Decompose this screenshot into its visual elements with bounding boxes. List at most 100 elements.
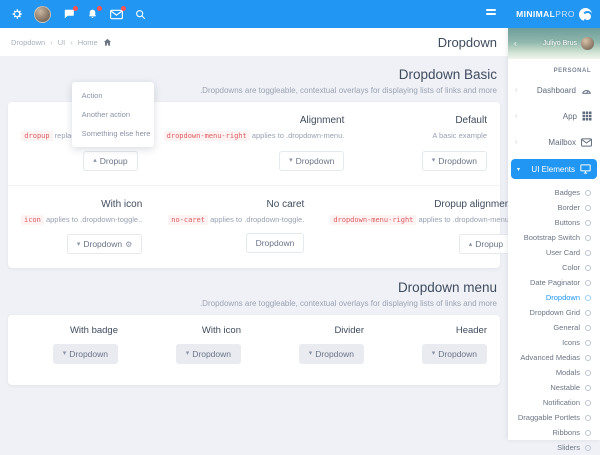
submenu-item-color[interactable]: Color: [508, 260, 600, 275]
dropdown-button[interactable]: ▾ Dropdown: [298, 343, 364, 364]
user-avatar[interactable]: [34, 5, 51, 23]
dropdown-menu-item-another-action[interactable]: Another action: [81, 110, 131, 119]
section-dropdown-menu-header: Dropdown menu .Dropdowns are toggleable,…: [8, 274, 500, 308]
dropdown-button[interactable]: ▾ Dropdown: [175, 343, 241, 364]
caret-up-icon: ▴: [468, 240, 473, 248]
sidebar-user-avatar[interactable]: [581, 37, 594, 50]
caret-down-icon: ▾: [431, 157, 436, 164]
submenu-item-bootstrap-switch[interactable]: Bootstrap Switch: [508, 230, 600, 245]
submenu-item-user-card[interactable]: User Card: [508, 245, 600, 260]
code-chip: dropdown-menu-right: [163, 131, 250, 141]
card-title: With icon: [101, 198, 143, 210]
card-title: Dropup alignment: [434, 198, 514, 210]
basic-card-row-2: With icon icon applies to .dropdown-togg…: [8, 186, 514, 269]
code-chip: dropup: [21, 131, 53, 141]
card-alignment: Alignment dropdown-menu-right applies to…: [151, 102, 358, 185]
caret-down-icon: ▾: [62, 350, 67, 357]
circle-icon: [585, 249, 591, 256]
dropdown-menu-item-action[interactable]: Action: [81, 91, 103, 100]
collapse-chevron-left-icon[interactable]: ‹: [514, 39, 517, 48]
sidebar-item-app[interactable]: ‹ App: [508, 103, 600, 129]
search-icon[interactable]: [134, 8, 147, 21]
circle-icon: [585, 294, 591, 301]
dropup-button[interactable]: ▴ Dropup: [83, 150, 138, 171]
card-divider-example: Divider ▾ Dropdown: [254, 315, 377, 376]
submenu-item-icons[interactable]: Icons: [508, 335, 600, 350]
dashboard-icon: [581, 85, 592, 95]
breadcrumb-separator: ‹: [50, 37, 53, 47]
circle-icon: [585, 264, 591, 271]
caret-down-icon: ▾: [308, 350, 313, 357]
dropdown-with-gear-button[interactable]: ▾ Dropdown ⚙: [66, 234, 143, 254]
chat-icon[interactable]: [62, 5, 78, 21]
dropdown-button[interactable]: ▾ Dropdown: [421, 343, 487, 364]
dropdown-no-caret-button[interactable]: Dropdown: [245, 232, 305, 253]
submenu-item-nestable[interactable]: Nestable: [508, 380, 600, 395]
card-title: Header: [455, 325, 487, 336]
mail-icon[interactable]: [110, 5, 126, 21]
card-default: Default A basic example ▾ Dropdown: [357, 102, 500, 185]
ui-elements-submenu: Badges Border Buttons Bootstrap Switch U…: [508, 182, 600, 455]
submenu-item-draggable-portlets[interactable]: Draggable Portlets: [508, 410, 600, 425]
submenu-item-ribbons[interactable]: Ribbons: [508, 425, 600, 440]
circle-icon: [585, 414, 591, 421]
brand-logo-icon: [578, 7, 593, 22]
dropup-button[interactable]: ▴ Dropup: [458, 234, 514, 254]
submenu-item-dropdown-grid[interactable]: Dropdown Grid: [508, 305, 600, 320]
card-menu-with-icon: With icon ▾ Dropdown: [131, 315, 254, 376]
sidebar-user-name: Juliyo Brus: [542, 40, 577, 47]
card-title: With icon: [201, 325, 241, 336]
sidebar-section-label: PERSONAL: [553, 68, 591, 74]
code-chip: no-caret: [168, 214, 208, 225]
home-icon[interactable]: [103, 38, 112, 47]
open-dropdown-menu: Action Another action Something else her…: [71, 82, 154, 147]
bell-icon[interactable]: [86, 5, 102, 21]
card-description: dropdown-menu-right applies to .dropdown…: [163, 131, 344, 141]
submenu-item-sliders[interactable]: Sliders: [508, 440, 600, 455]
settings-gear-icon[interactable]: [10, 8, 23, 21]
brand-logo[interactable]: MINIMALPRO: [508, 0, 600, 28]
dropdown-menu-item-something-else[interactable]: Something else here: [81, 129, 151, 138]
caret-down-icon: ▾: [76, 240, 81, 248]
card-title: With badge: [69, 325, 118, 336]
card-with-badge: With badge ▾ Dropdown: [8, 315, 131, 376]
circle-icon: [585, 219, 591, 226]
breadcrumb-link-ui[interactable]: UI: [57, 37, 66, 47]
code-chip: icon: [21, 214, 44, 225]
dropdown-button[interactable]: ▾ Dropdown: [52, 343, 118, 364]
sidebar-item-ui-elements[interactable]: ▾ UI Elements: [511, 159, 597, 179]
circle-icon: [585, 444, 591, 451]
circle-icon: [585, 369, 591, 376]
submenu-item-modals[interactable]: Modals: [508, 365, 600, 380]
submenu-item-buttons[interactable]: Buttons: [508, 215, 600, 230]
circle-icon: [585, 339, 591, 346]
sidebar-toggle-hamburger-icon[interactable]: [486, 9, 496, 17]
submenu-item-border[interactable]: Border: [508, 200, 600, 215]
card-divider: [8, 184, 500, 186]
circle-icon: [585, 234, 591, 241]
breadcrumb-separator: ‹: [70, 37, 73, 47]
submenu-item-notification[interactable]: Notification: [508, 395, 600, 410]
section-title: Dropdown Basic: [398, 67, 497, 82]
submenu-item-advanced-medias[interactable]: Advanced Medias: [508, 350, 600, 365]
sidebar-user-panel: ‹ Juliyo Brus: [508, 28, 600, 59]
submenu-item-date-paginator[interactable]: Date Paginator: [508, 275, 600, 290]
circle-icon: [585, 324, 591, 331]
card-title: No caret: [266, 198, 305, 210]
circle-icon: [585, 204, 591, 211]
breadcrumb-link-home[interactable]: Home: [77, 37, 98, 47]
chevron-down-icon: ▾: [517, 166, 521, 173]
sidebar-item-dashboard[interactable]: ‹ Dashboard: [508, 77, 600, 103]
card-header-example: Header ▾ Dropdown: [377, 315, 500, 376]
card-description: dropdown-menu-right applies to .dropdown…: [330, 214, 513, 225]
envelope-icon: [581, 137, 592, 147]
submenu-item-general[interactable]: General: [508, 320, 600, 335]
section-subtitle: .Dropdowns are toggleable, contextual ov…: [199, 299, 497, 308]
card-description: icon applies to .dropdown-toggle..: [21, 214, 142, 225]
sidebar-item-mailbox[interactable]: ‹ Mailbox: [508, 129, 600, 155]
dropdown-button[interactable]: ▾ Dropdown: [421, 150, 487, 171]
card-dropup-alignment: Dropup alignment dropdown-menu-right app…: [317, 186, 526, 269]
submenu-item-dropdown[interactable]: Dropdown: [508, 290, 600, 305]
dropdown-button[interactable]: ▾ Dropdown: [279, 150, 345, 171]
submenu-item-badges[interactable]: Badges: [508, 185, 600, 200]
